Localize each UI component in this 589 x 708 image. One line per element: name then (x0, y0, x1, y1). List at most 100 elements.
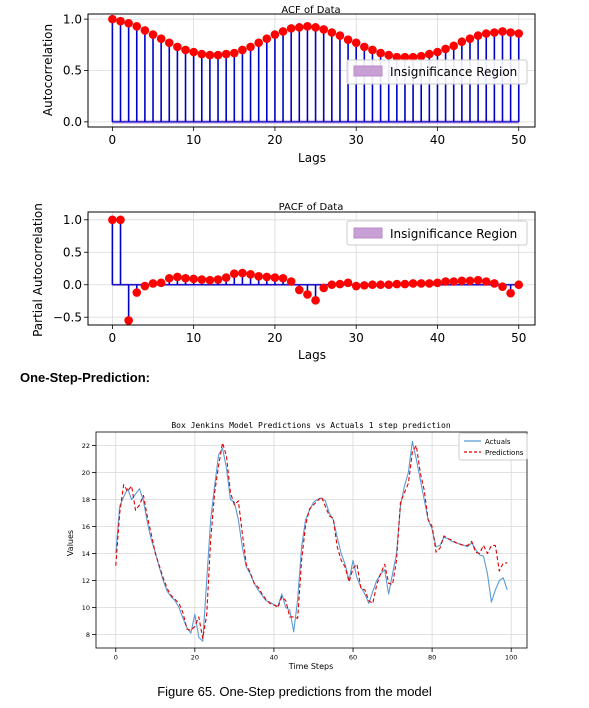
line-x-tick-label: 0 (114, 654, 118, 662)
acf-marker (311, 23, 320, 32)
line-y-ticks: 810121416182022 (82, 442, 96, 639)
acf-marker (360, 43, 369, 52)
acf-marker (222, 50, 231, 59)
acf-marker (425, 50, 434, 59)
acf-marker (368, 46, 377, 55)
acf-y-tick-label: 0.0 (63, 115, 82, 129)
pacf-marker (271, 273, 280, 282)
acf-x-tick-label: 10 (186, 133, 201, 147)
line-title: Box Jenkins Model Predictions vs Actuals… (171, 421, 451, 430)
acf-marker (124, 19, 133, 28)
acf-x-axis-label: Lags (298, 151, 326, 165)
line-y-tick-label: 18 (82, 496, 90, 504)
acf-marker (108, 15, 117, 24)
acf-marker (230, 49, 239, 58)
acf-marker (189, 48, 198, 57)
acf-legend: Insignificance Region (347, 60, 527, 84)
pacf-marker (189, 275, 198, 284)
acf-marker (157, 34, 166, 43)
section-heading: One-Step-Prediction: (20, 370, 150, 385)
pacf-marker (449, 277, 458, 286)
acf-marker (197, 50, 206, 59)
acf-marker (384, 51, 393, 60)
line-x-axis-label: Time Steps (288, 662, 334, 671)
acf-marker (490, 28, 499, 37)
acf-marker (165, 38, 174, 47)
line-x-tick-label: 80 (428, 654, 436, 662)
pacf-marker (165, 274, 174, 283)
acf-marker (449, 42, 458, 51)
acf-legend-label: Insignificance Region (390, 65, 517, 79)
pacf-x-ticks: 0 10 20 30 40 50 (109, 325, 527, 345)
figure-caption: Figure 65. One-Step predictions from the… (0, 684, 589, 699)
pacf-marker (482, 277, 491, 286)
pacf-marker (303, 290, 312, 299)
acf-marker (466, 34, 475, 43)
pacf-marker (230, 269, 239, 278)
acf-marker (506, 28, 515, 37)
acf-marker (319, 25, 328, 34)
pacf-x-tick-label: 10 (186, 331, 201, 345)
pacf-marker (490, 279, 499, 288)
acf-marker (514, 29, 523, 38)
pacf-marker (149, 279, 158, 288)
acf-marker (141, 26, 150, 35)
pacf-x-tick-label: 40 (430, 331, 445, 345)
acf-marker (181, 46, 190, 55)
pacf-marker (368, 280, 377, 289)
pacf-marker (401, 280, 410, 289)
pacf-marker (514, 280, 523, 289)
pacf-y-ticks: −0.50.00.51.0 (53, 213, 88, 324)
pacf-marker (441, 277, 450, 286)
acf-x-tick-label: 40 (430, 133, 445, 147)
pacf-marker (108, 215, 117, 224)
line-x-tick-label: 40 (270, 654, 278, 662)
pacf-x-tick-label: 50 (511, 331, 526, 345)
pacf-legend-swatch (354, 228, 382, 238)
pacf-marker (287, 277, 296, 286)
pacf-marker (360, 281, 369, 290)
pacf-marker (222, 273, 231, 282)
line-gridlines (96, 432, 527, 648)
acf-marker (173, 43, 182, 52)
pacf-y-tick-label: 0.0 (63, 278, 82, 292)
pacf-marker (409, 279, 418, 288)
pacf-marker (214, 275, 223, 284)
acf-marker (254, 38, 263, 47)
pacf-marker (458, 277, 467, 286)
pacf-marker (328, 280, 337, 289)
pacf-y-tick-label: 0.5 (63, 245, 82, 259)
pacf-marker (344, 278, 353, 287)
predictions-chart: Box Jenkins Model Predictions vs Actuals… (0, 410, 589, 680)
pacf-marker (254, 272, 263, 281)
pacf-marker (376, 280, 385, 289)
pacf-marker (124, 316, 133, 325)
acf-marker (238, 46, 247, 55)
acf-x-ticks: 0 10 20 30 40 50 (109, 127, 527, 147)
acf-y-axis-label: Autocorrelation (41, 24, 55, 116)
acf-marker (328, 28, 337, 37)
acf-marker (482, 29, 491, 38)
pacf-x-tick-label: 20 (267, 331, 282, 345)
acf-marker (271, 30, 280, 39)
pacf-marker (246, 270, 255, 279)
pacf-marker (295, 286, 304, 295)
acf-marker (376, 49, 385, 58)
pacf-chart: PACF of Data 0 10 20 30 40 50 −0.50.00.51.0 L… (0, 190, 589, 370)
acf-marker (246, 43, 255, 52)
line-y-tick-label: 22 (82, 442, 90, 450)
acf-marker (214, 51, 223, 60)
line-y-tick-label: 12 (82, 577, 90, 585)
acf-marker (206, 51, 215, 60)
line-x-ticks: 0 20 40 60 80 100 (114, 648, 518, 662)
actuals-line (116, 441, 507, 641)
line-legend-predictions-label: Predictions (485, 449, 524, 457)
pacf-marker (336, 280, 345, 289)
pacf-x-tick-label: 30 (349, 331, 364, 345)
pacf-marker (173, 273, 182, 282)
pacf-marker (263, 273, 272, 282)
pacf-marker (498, 282, 507, 291)
pacf-marker (433, 278, 442, 287)
line-y-tick-label: 20 (82, 469, 90, 477)
acf-chart: ACF of Data 0 10 20 30 40 50 0.00.51.0 Lags A… (0, 0, 589, 180)
